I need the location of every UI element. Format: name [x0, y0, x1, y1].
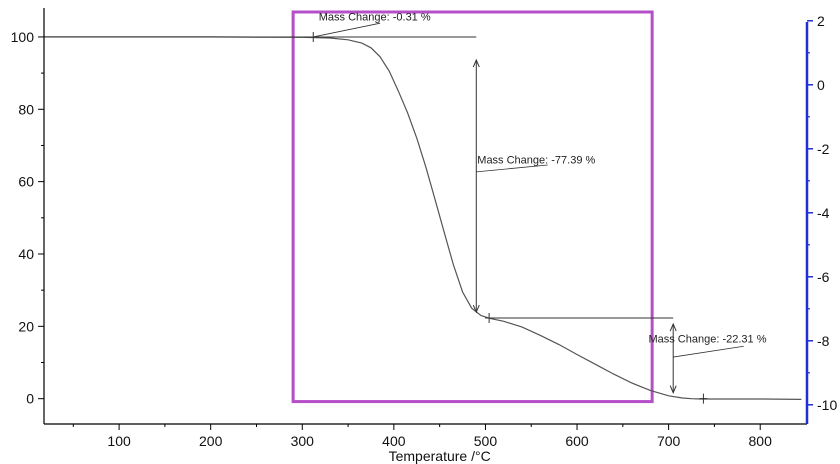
y-tick-label-100: 100: [11, 29, 35, 45]
y-tick-label-40: 40: [18, 246, 34, 262]
leader-line-1: [313, 22, 381, 38]
leader-line-2: [476, 164, 548, 173]
x-tick-label-500: 500: [474, 433, 498, 449]
y2-tick-label-0: 0: [817, 77, 825, 93]
x-tick-label-600: 600: [565, 433, 589, 449]
arrow-up-2: [472, 58, 480, 68]
highlight-layer: [291, 10, 654, 404]
leader-line-3: [673, 345, 744, 358]
x-tick-label-700: 700: [657, 433, 681, 449]
y-tick-label-20: 20: [18, 318, 34, 334]
x-tick-label-800: 800: [749, 433, 773, 449]
y-tick-label-60: 60: [18, 174, 34, 190]
marker-end: [699, 393, 708, 404]
marker-start: [309, 31, 318, 42]
annotation-layer: Mass Change: -0.31 % Mass Change: -77.39 …: [44, 12, 767, 404]
y-tick-label-0: 0: [26, 391, 34, 407]
annotation-label-1: Mass Change: -0.31 %: [319, 12, 431, 24]
annotation-label-2: Mass Change: -77.39 %: [477, 155, 595, 167]
label-layer: Temperature /°C: [389, 448, 491, 464]
y-tick-label-80: 80: [18, 101, 34, 117]
x-axis-title: Temperature /°C: [389, 448, 491, 464]
x-tick-label-100: 100: [107, 433, 131, 449]
y2-tick-label--10: -10: [817, 397, 837, 413]
axis-layer: 100 200 300 400 500 600 700 80002040608010020-2…: [11, 8, 837, 449]
annotation-label-3: Mass Change: -22.31 %: [648, 334, 766, 346]
y2-tick-label--8: -8: [817, 333, 830, 349]
arrow-down-2: [472, 304, 480, 314]
y2-tick-label--2: -2: [817, 141, 830, 157]
x-tick-label-300: 300: [291, 433, 315, 449]
arrow-down-3: [669, 385, 677, 394]
y2-tick-label--6: -6: [817, 269, 830, 285]
highlight-box: [291, 10, 654, 404]
y2-tick-label--4: -4: [817, 205, 830, 221]
arrow-up-3: [669, 322, 677, 332]
x-tick-label-400: 400: [382, 433, 406, 449]
y2-tick-label-2: 2: [817, 13, 825, 29]
x-tick-label-200: 200: [199, 433, 223, 449]
